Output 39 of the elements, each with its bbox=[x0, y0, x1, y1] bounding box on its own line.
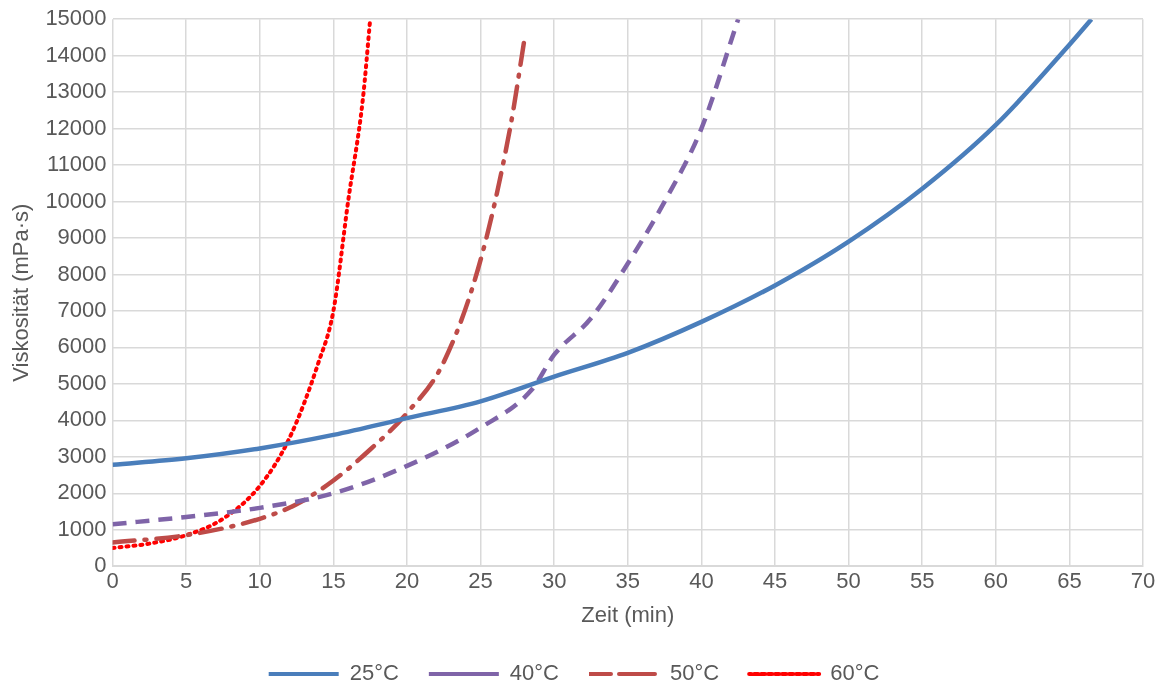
y-tick-label: 5000 bbox=[57, 369, 107, 395]
x-tick-label: 70 bbox=[1130, 568, 1156, 594]
line-series bbox=[112, 19, 1094, 468]
y-tick-label: 1000 bbox=[57, 515, 107, 541]
x-tick-label: 35 bbox=[615, 568, 641, 594]
y-tick-label: 14000 bbox=[45, 41, 107, 67]
y-tick-label: 9000 bbox=[57, 224, 107, 250]
x-axis-title: Zeit (min) bbox=[581, 601, 675, 627]
y-tick-label: 7000 bbox=[57, 297, 107, 322]
x-tick-label: 45 bbox=[762, 568, 788, 594]
legend-label: 60°C bbox=[830, 660, 880, 686]
legend-label: 50°C bbox=[670, 660, 720, 686]
y-tick-label: 10000 bbox=[45, 187, 107, 213]
x-tick-label: 55 bbox=[909, 568, 935, 594]
line-series bbox=[112, 19, 741, 527]
y-tick-label: 11000 bbox=[47, 151, 107, 177]
y-tick-label: 12000 bbox=[45, 114, 107, 140]
x-tick-label: 50 bbox=[836, 568, 861, 594]
legend-label: 40°C bbox=[509, 660, 560, 686]
y-tick-label: 0 bbox=[94, 552, 107, 578]
y-tick-label: 6000 bbox=[57, 333, 107, 359]
x-tick-label: 5 bbox=[180, 568, 193, 594]
x-tick-label: 30 bbox=[541, 568, 567, 594]
y-tick-label: 15000 bbox=[45, 5, 107, 31]
x-tick-label: 20 bbox=[394, 568, 420, 594]
y-tick-label: 4000 bbox=[57, 406, 107, 432]
y-tick-label: 13000 bbox=[45, 78, 107, 104]
x-tick-label: 25 bbox=[468, 568, 493, 594]
line-series bbox=[112, 19, 373, 550]
x-tick-label: 10 bbox=[247, 568, 273, 594]
y-tick-label: 8000 bbox=[57, 260, 107, 286]
legend-label: 25°C bbox=[349, 660, 399, 686]
x-tick-label: 65 bbox=[1057, 568, 1082, 594]
y-axis-title: Viskosität (mPa·s) bbox=[8, 203, 34, 382]
x-tick-label: 40 bbox=[689, 568, 714, 594]
y-tick-label: 2000 bbox=[57, 479, 107, 505]
y-tick-label: 3000 bbox=[57, 442, 107, 468]
x-tick-label: 60 bbox=[983, 568, 1009, 594]
x-tick-label: 15 bbox=[321, 568, 346, 594]
